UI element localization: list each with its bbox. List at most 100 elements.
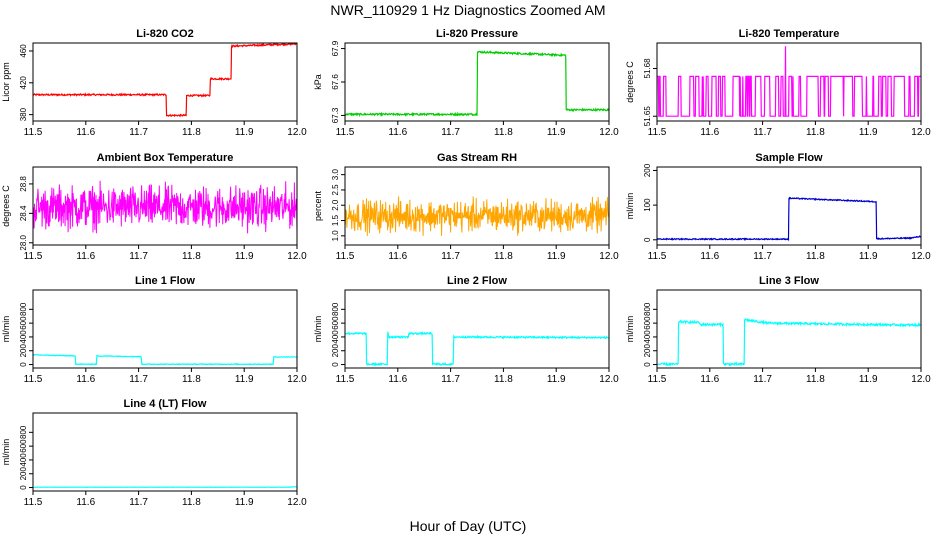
li-820-pressure-x-tick-label: 11.5 bbox=[336, 127, 355, 138]
line-3-flow-x-tick-label: 11.6 bbox=[700, 374, 719, 385]
line-2-flow-x-tick-label: 11.7 bbox=[441, 374, 460, 385]
sample-flow-y-tick-label: 100 bbox=[643, 198, 652, 212]
li-820-pressure-title: Li-820 Pressure bbox=[436, 28, 518, 40]
gas-stream-rh-y-axis-label: percent bbox=[313, 190, 323, 221]
line-4-lt-flow-x-tick-label: 11.7 bbox=[129, 497, 148, 508]
line-3-flow-series-line bbox=[657, 317, 921, 367]
li-820-pressure-x-tick-label: 11.8 bbox=[494, 127, 513, 138]
li-820-temperature-x-tick-label: 11.8 bbox=[806, 127, 825, 138]
line-2-flow-y-tick-label: 0 bbox=[331, 362, 340, 367]
ambient-box-temperature-y-tick-label: 28.8 bbox=[19, 176, 28, 192]
li-820-pressure-y-tick-label: 67.9 bbox=[331, 40, 340, 56]
li-820-temperature-y-tick-label: 51.68 bbox=[643, 58, 652, 79]
ambient-box-temperature-x-tick-label: 11.8 bbox=[182, 251, 201, 262]
li-820-temperature-x-tick-label: 11.6 bbox=[700, 127, 719, 138]
li-820-temperature-series-line bbox=[657, 46, 921, 117]
sample-flow-y-tick-label: 0 bbox=[643, 237, 652, 242]
ambient-box-temperature-x-tick-label: 12.0 bbox=[287, 251, 307, 262]
figure-x-axis-label: Hour of Day (UTC) bbox=[410, 518, 527, 534]
line-4-lt-flow-y-tick-label: 0 bbox=[19, 485, 28, 490]
ambient-box-temperature-y-tick-label: 28.4 bbox=[19, 205, 28, 221]
line-3-flow-y-tick-label: 400 bbox=[643, 330, 652, 344]
ambient-box-temperature-x-tick-label: 11.5 bbox=[24, 251, 43, 262]
gas-stream-rh-y-tick-label: 2.5 bbox=[331, 184, 340, 196]
line-3-flow-x-tick-label: 11.5 bbox=[648, 374, 667, 385]
line-3-flow-x-tick-label: 11.9 bbox=[859, 374, 878, 385]
li-820-temperature-panel: Li-820 Temperature degrees C 11.5 11.6 11.7 1… bbox=[625, 28, 931, 138]
li-820-co2-x-tick-label: 11.7 bbox=[129, 127, 148, 138]
gas-stream-rh-y-tick-label: 3.0 bbox=[331, 169, 340, 181]
li-820-pressure-panel: Li-820 Pressure kPa 11.5 11.6 11.7 11.8 11.9 12… bbox=[313, 28, 619, 138]
line-1-flow-x-tick-label: 11.9 bbox=[235, 374, 254, 385]
line-4-lt-flow-x-tick-label: 11.5 bbox=[24, 497, 43, 508]
line-4-lt-flow-x-tick-label: 11.8 bbox=[182, 497, 201, 508]
gas-stream-rh-x-tick-label: 11.9 bbox=[547, 251, 566, 262]
line-3-flow-title: Line 3 Flow bbox=[759, 275, 819, 287]
sample-flow-title: Sample Flow bbox=[755, 152, 823, 164]
li-820-temperature-x-tick-label: 12.0 bbox=[911, 127, 931, 138]
line-4-lt-flow-y-tick-label: 200 bbox=[19, 467, 28, 481]
li-820-co2-x-tick-label: 11.8 bbox=[182, 127, 201, 138]
li-820-temperature-plot-frame bbox=[656, 42, 922, 122]
line-1-flow-panel: Line 1 Flow ml/min 11.5 11.6 11.7 11.8 11.9 12.… bbox=[1, 275, 307, 385]
sample-flow-y-axis-label: ml/min bbox=[625, 193, 635, 220]
gas-stream-rh-x-tick-label: 11.7 bbox=[441, 251, 460, 262]
li-820-pressure-x-tick-label: 12.0 bbox=[599, 127, 619, 138]
line-2-flow-title: Line 2 Flow bbox=[447, 275, 507, 287]
gas-stream-rh-y-tick-label: 1.5 bbox=[331, 214, 340, 226]
line-2-flow-panel: Line 2 Flow ml/min 11.5 11.6 11.7 11.8 11.9 12.… bbox=[313, 275, 619, 385]
sample-flow-plot-frame bbox=[656, 166, 922, 246]
gas-stream-rh-series-line bbox=[345, 196, 609, 237]
ambient-box-temperature-y-axis-label: degrees C bbox=[1, 185, 11, 227]
li-820-temperature-x-tick-label: 11.9 bbox=[859, 127, 878, 138]
line-2-flow-y-tick-label: 400 bbox=[331, 330, 340, 344]
li-820-temperature-y-tick-label: 51.65 bbox=[643, 106, 652, 127]
li-820-pressure-x-tick-label: 11.7 bbox=[441, 127, 460, 138]
gas-stream-rh-plot-frame bbox=[344, 166, 610, 246]
ambient-box-temperature-y-tick-label: 28.0 bbox=[19, 234, 28, 250]
line-3-flow-x-tick-label: 11.7 bbox=[753, 374, 772, 385]
figure-title: NWR_110929 1 Hz Diagnostics Zoomed AM bbox=[330, 2, 605, 18]
li-820-pressure-series-line bbox=[345, 50, 609, 118]
line-3-flow-y-axis-label: ml/min bbox=[625, 316, 635, 343]
sample-flow-x-tick-label: 11.5 bbox=[648, 251, 667, 262]
line-3-flow-x-tick-label: 12.0 bbox=[911, 374, 931, 385]
gas-stream-rh-x-tick-label: 11.8 bbox=[494, 251, 513, 262]
line-1-flow-title: Line 1 Flow bbox=[135, 275, 195, 287]
ambient-box-temperature-x-tick-label: 11.6 bbox=[76, 251, 95, 262]
line-2-flow-y-tick-label: 600 bbox=[331, 316, 340, 330]
line-4-lt-flow-x-tick-label: 12.0 bbox=[287, 497, 307, 508]
line-1-flow-x-tick-label: 11.5 bbox=[24, 374, 43, 385]
line-1-flow-x-tick-label: 11.6 bbox=[76, 374, 95, 385]
li-820-pressure-y-axis-label: kPa bbox=[313, 74, 323, 90]
line-1-flow-y-axis-label: ml/min bbox=[1, 316, 11, 343]
li-820-pressure-x-tick-label: 11.6 bbox=[388, 127, 407, 138]
gas-stream-rh-title: Gas Stream RH bbox=[437, 152, 517, 164]
line-4-lt-flow-y-tick-label: 600 bbox=[19, 439, 28, 453]
line-4-lt-flow-panel: Line 4 (LT) Flow ml/min 11.5 11.6 11.7 11.8 11… bbox=[1, 398, 307, 508]
line-1-flow-series-line bbox=[33, 353, 297, 366]
li-820-co2-y-axis-label: Licor ppm bbox=[1, 62, 11, 102]
line-2-flow-x-tick-label: 11.8 bbox=[494, 374, 513, 385]
line-3-flow-y-tick-label: 200 bbox=[643, 344, 652, 358]
line-2-flow-plot-frame bbox=[344, 289, 610, 369]
gas-stream-rh-x-tick-label: 11.5 bbox=[336, 251, 355, 262]
sample-flow-x-tick-label: 11.8 bbox=[806, 251, 825, 262]
line-1-flow-y-tick-label: 200 bbox=[19, 344, 28, 358]
line-1-flow-y-tick-label: 600 bbox=[19, 316, 28, 330]
li-820-co2-x-tick-label: 11.9 bbox=[235, 127, 254, 138]
line-1-flow-x-tick-label: 12.0 bbox=[287, 374, 307, 385]
sample-flow-x-tick-label: 12.0 bbox=[911, 251, 931, 262]
li-820-pressure-y-tick-label: 67.3 bbox=[331, 107, 340, 123]
line-3-flow-x-tick-label: 11.8 bbox=[806, 374, 825, 385]
gas-stream-rh-panel: Gas Stream RH percent 11.5 11.6 11.7 11.8 11.9… bbox=[313, 152, 619, 262]
li-820-co2-x-tick-label: 12.0 bbox=[287, 127, 307, 138]
gas-stream-rh-x-tick-label: 12.0 bbox=[599, 251, 619, 262]
line-1-flow-x-tick-label: 11.8 bbox=[182, 374, 201, 385]
line-4-lt-flow-x-tick-label: 11.9 bbox=[235, 497, 254, 508]
sample-flow-panel: Sample Flow ml/min 11.5 11.6 11.7 11.8 11.9 12.… bbox=[625, 152, 931, 262]
line-3-flow-y-tick-label: 800 bbox=[643, 302, 652, 316]
li-820-co2-y-tick-label: 420 bbox=[19, 76, 28, 90]
line-3-flow-y-tick-label: 0 bbox=[643, 362, 652, 367]
